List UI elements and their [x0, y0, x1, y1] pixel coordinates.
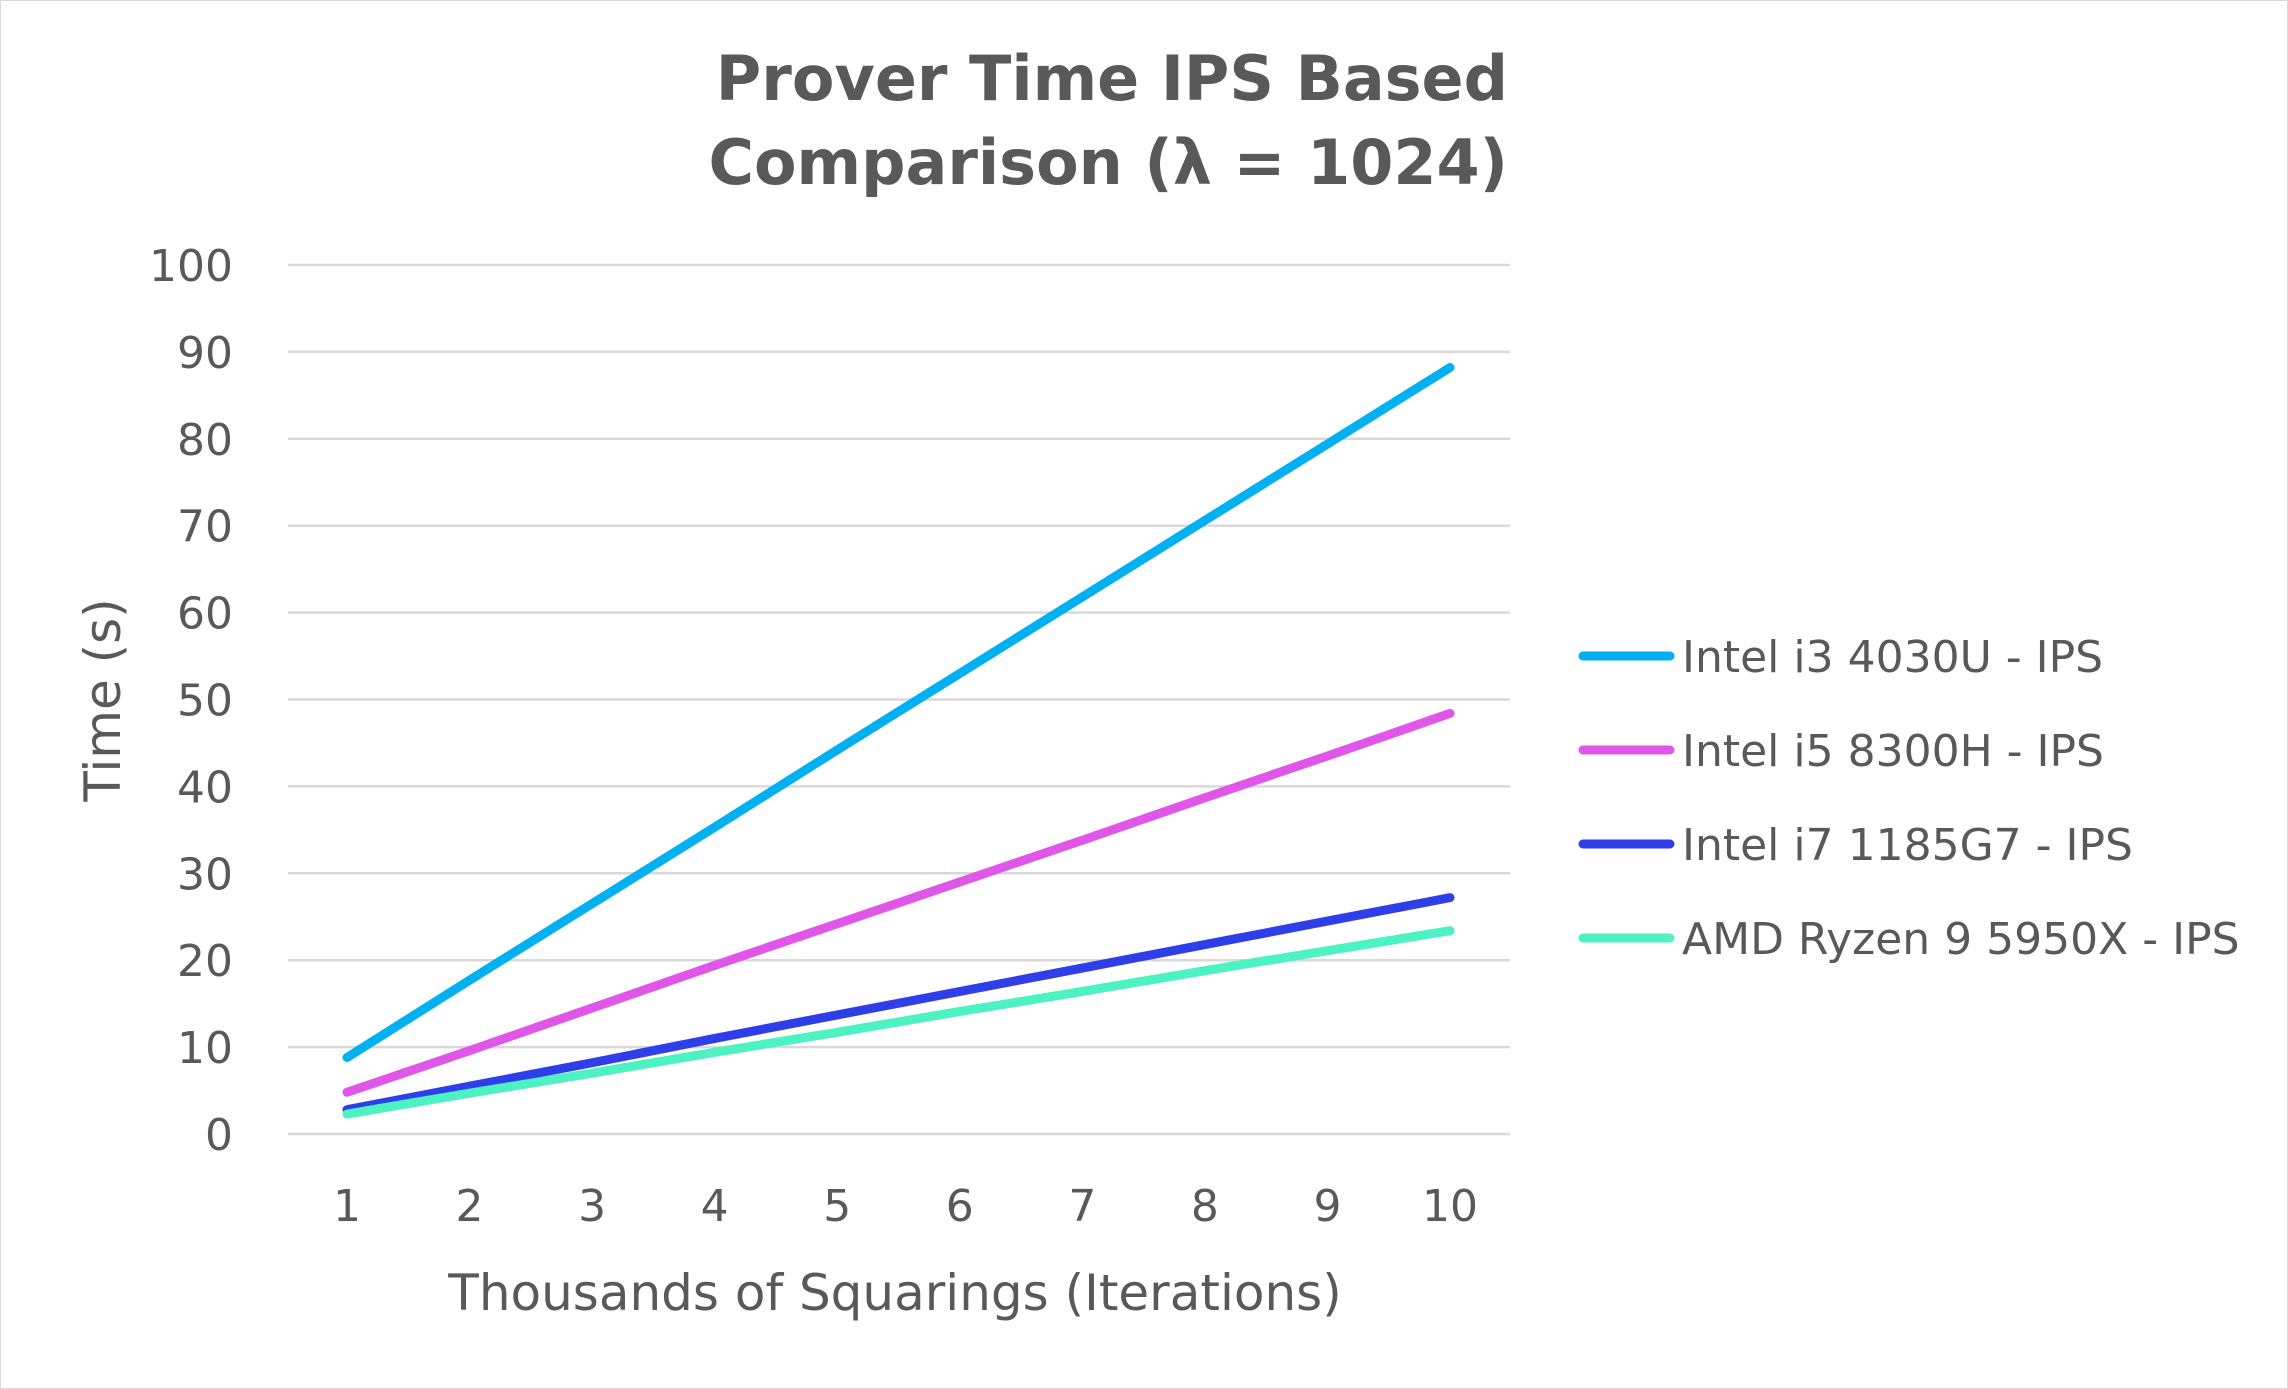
y-tick-label: 80	[177, 415, 233, 466]
x-tick-label: 6	[946, 1181, 974, 1232]
y-tick-label: 10	[177, 1023, 233, 1074]
y-tick-label: 90	[177, 328, 233, 379]
x-tick-label: 5	[823, 1181, 851, 1232]
legend-label: Intel i3 4030U - IPS	[1682, 632, 2103, 683]
x-tick-label: 4	[701, 1181, 729, 1232]
legend-label: Intel i7 1185G7 - IPS	[1682, 820, 2133, 871]
series-lines	[342, 363, 1455, 1119]
series-line-2	[342, 708, 1455, 1097]
x-tick-label: 7	[1068, 1181, 1096, 1232]
legend-label: Intel i5 8300H - IPS	[1682, 726, 2104, 777]
series-line-3	[342, 893, 1455, 1115]
y-tick-label: 100	[149, 241, 233, 292]
y-tick-label: 20	[177, 936, 233, 987]
series-line-4	[342, 926, 1455, 1119]
x-axis-title: Thousands of Squarings (Iterations)	[447, 1264, 1341, 1322]
y-tick-label: 70	[177, 502, 233, 553]
y-axis-title: Time (s)	[74, 598, 132, 802]
y-tick-label: 50	[177, 676, 233, 727]
chart-title-line: Prover Time IPS Based	[716, 42, 1508, 115]
x-axis-ticks: 1 2 3 4 5 6 7 8 9 10	[333, 1181, 1478, 1232]
series-line-1	[342, 363, 1455, 1063]
y-tick-label: 0	[205, 1110, 233, 1161]
legend: Intel i3 4030U - IPS Intel i5 8300H - IPS…	[1578, 632, 2240, 965]
y-tick-label: 60	[177, 589, 233, 640]
chart-title-line: Comparison (λ = 1024)	[708, 126, 1508, 199]
y-tick-label: 40	[177, 762, 233, 813]
x-tick-label: 10	[1422, 1181, 1478, 1232]
chart-title: Prover Time IPS Based Comparison (λ = 102…	[708, 42, 1508, 199]
y-axis-ticks: 0 10 20 30 40 50 60 70 80 90 100	[149, 241, 233, 1161]
x-tick-label: 1	[333, 1181, 361, 1232]
x-tick-label: 3	[578, 1181, 606, 1232]
x-tick-label: 8	[1191, 1181, 1219, 1232]
y-tick-label: 30	[177, 849, 233, 900]
x-tick-label: 9	[1313, 1181, 1341, 1232]
legend-label: AMD Ryzen 9 5950X - IPS	[1682, 914, 2240, 965]
x-tick-label: 2	[456, 1181, 484, 1232]
